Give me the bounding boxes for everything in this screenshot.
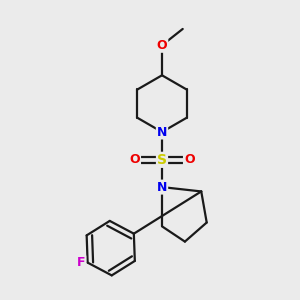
Text: N: N bbox=[157, 181, 167, 194]
Text: F: F bbox=[77, 256, 85, 269]
Text: N: N bbox=[157, 125, 167, 139]
Text: O: O bbox=[129, 153, 140, 166]
Text: O: O bbox=[184, 153, 195, 166]
Text: O: O bbox=[157, 39, 167, 52]
Text: S: S bbox=[157, 153, 167, 167]
